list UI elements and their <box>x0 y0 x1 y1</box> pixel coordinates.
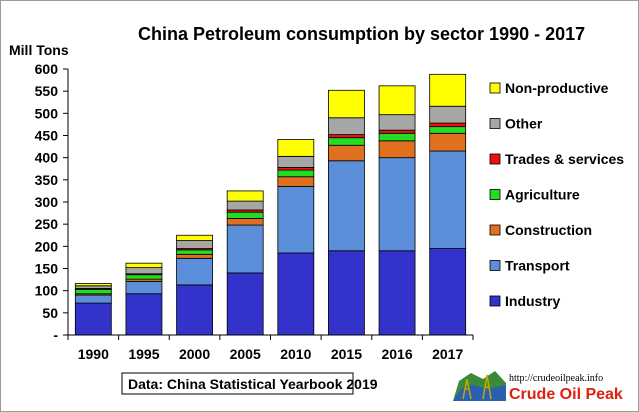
bar-segment-agriculture-2015 <box>328 137 365 146</box>
chart-title: China Petroleum consumption by sector 19… <box>138 24 585 44</box>
y-tick-label: 500 <box>35 105 59 121</box>
bar-segment-transport-1995 <box>125 280 163 295</box>
legend-swatch-industry <box>489 295 501 307</box>
logo-url: http://crudeoilpeak.info <box>509 373 603 384</box>
bar-segment-construction-2016 <box>378 140 416 159</box>
bar-segment-construction-2015 <box>328 144 365 162</box>
legend-label-transport: Transport <box>505 258 570 274</box>
y-tick-label: 50 <box>42 305 58 321</box>
x-tick-label: 2017 <box>432 346 463 362</box>
y-axis-ticks: - 50 100 150 200 250 300 350 400 450 500 550 600 <box>35 61 68 343</box>
legend-label-construction: Construction <box>505 222 592 238</box>
legend-swatch-agriculture <box>489 189 501 200</box>
bar-segment-other-2005 <box>226 200 264 211</box>
bar-segment-non-productive-1990 <box>74 283 112 287</box>
y-tick-label: 250 <box>35 216 59 232</box>
x-tick-label: 1990 <box>78 346 109 362</box>
legend-swatch-other <box>489 118 501 129</box>
y-tick-label: - <box>53 327 58 343</box>
x-tick-label: 2015 <box>331 346 362 362</box>
bar-segment-other-2017 <box>429 105 467 124</box>
bar-segment-non-productive-2000 <box>176 234 213 241</box>
y-tick-label: 550 <box>35 83 59 99</box>
bar-segment-other-2010 <box>277 155 315 168</box>
bar-segment-trades-services-2016 <box>378 129 416 134</box>
x-tick-label: 2016 <box>381 346 412 362</box>
bar-segment-trades-services-2015 <box>328 134 365 139</box>
legend-swatch-non-productive <box>489 82 501 94</box>
bar-segment-industry-2017 <box>429 248 467 336</box>
x-axis-ticks: 1990 1995 2000 2005 2010 2015 2016 2017 <box>67 335 474 362</box>
bar-segment-transport-2000 <box>176 257 213 286</box>
logo-brand: Crude Oil Peak <box>509 386 623 403</box>
bar-segment-non-productive-1995 <box>125 262 163 269</box>
bar-segment-transport-2010 <box>277 186 315 254</box>
bar-segment-other-2000 <box>176 240 213 249</box>
bar-segment-agriculture-2000 <box>176 249 213 255</box>
bar-segment-non-productive-2016 <box>378 85 416 116</box>
bar-segment-non-productive-2010 <box>277 139 315 157</box>
x-tick-label: 1995 <box>128 346 159 362</box>
bar-segment-agriculture-1990 <box>74 288 112 295</box>
bar-segment-construction-2005 <box>226 218 264 226</box>
bar-segment-non-productive-2015 <box>328 89 365 119</box>
bar-segment-industry-1995 <box>125 293 163 336</box>
bar-segment-transport-2017 <box>429 150 467 249</box>
bar-segment-agriculture-2005 <box>226 211 264 219</box>
legend-label-industry: Industry <box>505 293 560 309</box>
bar-segment-transport-2016 <box>378 157 416 252</box>
y-tick-label: 450 <box>35 128 59 144</box>
bar-segment-other-1995 <box>125 267 163 275</box>
y-axis-unit-label: Mill Tons <box>9 42 69 58</box>
bar-segment-agriculture-2010 <box>277 169 315 178</box>
y-tick-label: 400 <box>35 150 59 166</box>
bar-segment-industry-2010 <box>277 252 315 336</box>
legend-swatch-trades-services <box>489 153 501 165</box>
bar-segment-construction-2000 <box>176 253 213 259</box>
bar-segment-transport-2015 <box>328 160 365 252</box>
crude-oil-peak-logo: http://crudeoilpeak.info Crude Oil Peak <box>453 371 623 403</box>
bar-segment-agriculture-2017 <box>429 126 467 134</box>
bar-segment-industry-2015 <box>328 250 365 336</box>
x-tick-label: 2005 <box>230 346 261 362</box>
bar-segment-industry-1990 <box>74 302 112 336</box>
bar-segment-trades-services-2017 <box>429 122 467 128</box>
y-tick-label: 150 <box>35 261 59 277</box>
legend-label-trades-services: Trades & services <box>505 151 624 167</box>
bar-segment-other-2015 <box>328 117 365 136</box>
y-tick-label: 350 <box>35 172 59 188</box>
bar-segment-industry-2005 <box>226 272 264 336</box>
bar-segment-transport-2005 <box>226 224 264 274</box>
legend-swatch-construction <box>489 224 501 236</box>
x-tick-label: 2000 <box>179 346 210 362</box>
bar-segment-construction-2017 <box>429 132 467 152</box>
y-tick-label: 600 <box>35 61 59 77</box>
bar-segment-agriculture-2016 <box>378 132 416 142</box>
bar-segment-industry-2000 <box>176 284 213 336</box>
legend-swatch-transport <box>489 260 501 271</box>
y-tick-label: 300 <box>35 194 59 210</box>
source-note: Data: China Statistical Yearbook 2019 <box>128 376 378 392</box>
source-note-box: Data: China Statistical Yearbook 2019 <box>121 372 378 395</box>
bar-segment-agriculture-1995 <box>125 274 163 280</box>
y-tick-label: 200 <box>35 238 59 254</box>
bar-segment-non-productive-2017 <box>429 73 467 107</box>
bar-segment-construction-2010 <box>277 176 315 187</box>
bar-segment-non-productive-2005 <box>226 190 264 202</box>
x-tick-label: 2010 <box>280 346 311 362</box>
legend: Non-productive Other Trades & services Agri… <box>489 80 624 309</box>
legend-label-other: Other <box>505 116 543 132</box>
y-tick-label: 100 <box>35 283 59 299</box>
legend-label-agriculture: Agriculture <box>505 187 580 203</box>
bars <box>74 73 467 336</box>
bar-segment-other-2016 <box>378 114 416 131</box>
oil-rig-icon <box>453 371 506 401</box>
bar-segment-industry-2016 <box>378 250 416 336</box>
bar-segment-transport-1990 <box>74 294 112 304</box>
legend-label-non-productive: Non-productive <box>505 80 609 96</box>
